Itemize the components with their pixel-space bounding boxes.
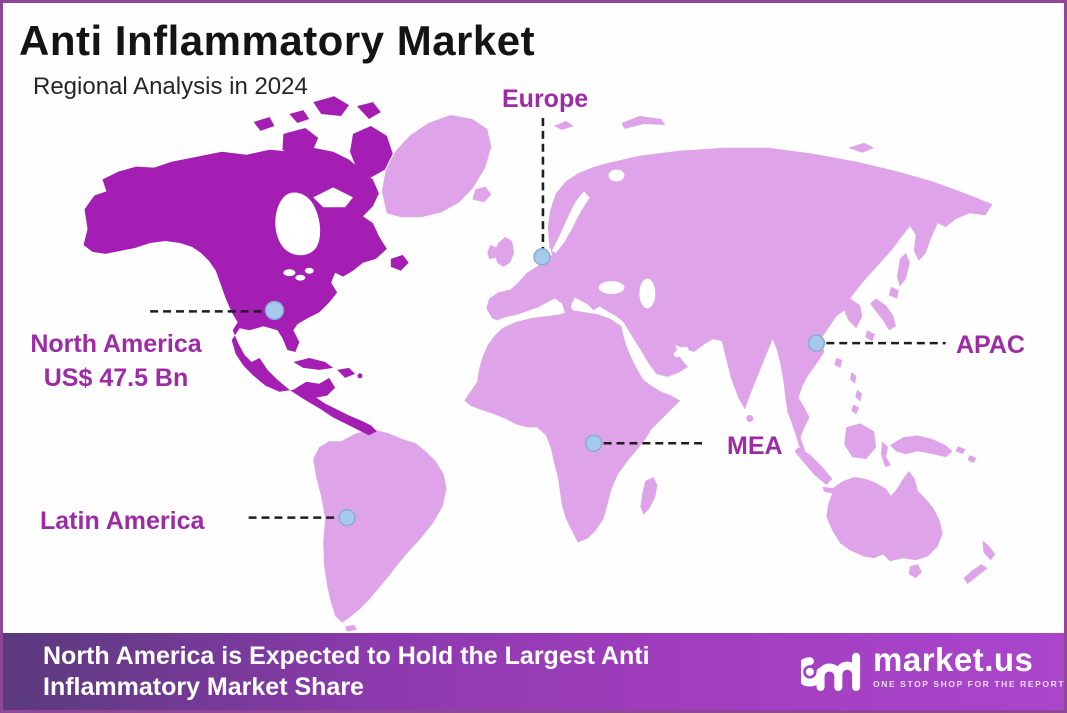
region-label-north-america-name: North America — [30, 330, 202, 358]
marketus-logo: market.us ONE STOP SHOP FOR THE REPORTS — [801, 641, 1067, 697]
island-great-britain — [494, 237, 515, 267]
peninsula-denmark — [548, 223, 560, 251]
marker-dot-north-america — [264, 300, 285, 321]
region-label-europe: Europe — [502, 85, 589, 113]
island-sumatra — [794, 447, 833, 485]
island-taiwan — [834, 357, 843, 368]
island-sakhalin — [896, 252, 910, 287]
page-title: Anti Inflammatory Market — [19, 17, 536, 64]
marker-dot-apac — [807, 334, 826, 352]
inland-seas — [551, 169, 689, 358]
great-lakes-3 — [304, 267, 314, 274]
island-tasmania — [908, 564, 922, 579]
hudson-bay — [275, 192, 321, 256]
island-novaya-zemlya — [621, 116, 666, 129]
island-victoria — [282, 127, 319, 158]
great-lakes — [283, 269, 296, 277]
logo-text-column: market.us ONE STOP SHOP FOR THE REPORTS — [873, 641, 1067, 690]
continent-africa — [464, 310, 681, 543]
banner-headline-line1: North America is Expected to Hold the La… — [43, 642, 650, 670]
hudson-strait — [313, 187, 354, 208]
region-label-mea: MEA — [727, 432, 783, 460]
gulf-persian — [673, 346, 689, 358]
bottom-banner: North America is Expected to Hold the La… — [3, 633, 1064, 710]
banner-headline: North America is Expected to Hold the La… — [43, 641, 650, 703]
marker-dot-latin-america — [338, 508, 356, 527]
island-japan-honshu — [870, 298, 896, 331]
island-greenland — [381, 115, 492, 218]
sea-caspian — [639, 278, 656, 309]
page-subtitle: Regional Analysis in 2024 — [33, 73, 308, 100]
great-lakes-2 — [295, 274, 306, 281]
island-severnaya-zemlya — [848, 142, 875, 153]
island-tierra-del-fuego — [345, 624, 357, 632]
region-label-north-america: North America US$ 47.5 Bn — [11, 327, 221, 395]
island-borneo — [844, 423, 877, 460]
island-sri-lanka — [746, 415, 754, 422]
continent-south-america — [313, 429, 447, 623]
region-label-latin-america: Latin America — [40, 507, 205, 535]
logo-tagline: ONE STOP SHOP FOR THE REPORTS — [873, 679, 1067, 689]
island-hispaniola — [337, 367, 356, 378]
island-baffin — [350, 125, 393, 178]
island-nz-north — [982, 540, 996, 561]
island-svalbard — [553, 120, 574, 130]
region-value-north-america: US$ 47.5 Bn — [43, 364, 189, 392]
continent-australia — [826, 471, 943, 562]
islands-philippines — [850, 371, 863, 415]
world-map — [83, 96, 996, 632]
island-puerto-rico — [357, 373, 363, 379]
island-ireland — [487, 244, 498, 259]
sea-white — [608, 169, 625, 182]
sea-baltic — [551, 191, 590, 253]
island-japan-hokkaido — [888, 286, 899, 299]
marker-dots — [264, 248, 826, 527]
leader-lines — [150, 118, 946, 519]
island-sulawesi — [881, 441, 891, 468]
island-new-guinea — [889, 435, 953, 458]
north-america-waters — [275, 187, 354, 281]
sea-black — [598, 281, 625, 295]
island-nz-south — [963, 564, 988, 585]
logo-brand-name: market.us — [873, 641, 1034, 678]
island-iceland — [472, 186, 492, 203]
island-japan-kyushu — [865, 330, 876, 342]
marker-dot-europe — [533, 248, 551, 266]
islands-melanesia — [955, 446, 977, 464]
continent-eurasia — [486, 147, 993, 468]
banner-headline-line2: Inflammatory Market Share — [43, 673, 364, 701]
marketus-logo-icon — [801, 652, 861, 691]
islands-arctic-canada — [253, 96, 381, 131]
marker-dot-mea — [584, 434, 603, 452]
island-cuba — [293, 357, 334, 370]
island-newfoundland — [390, 254, 409, 271]
region-label-apac: APAC — [956, 331, 1025, 359]
island-madagascar — [640, 476, 658, 515]
continents-base — [313, 115, 996, 632]
